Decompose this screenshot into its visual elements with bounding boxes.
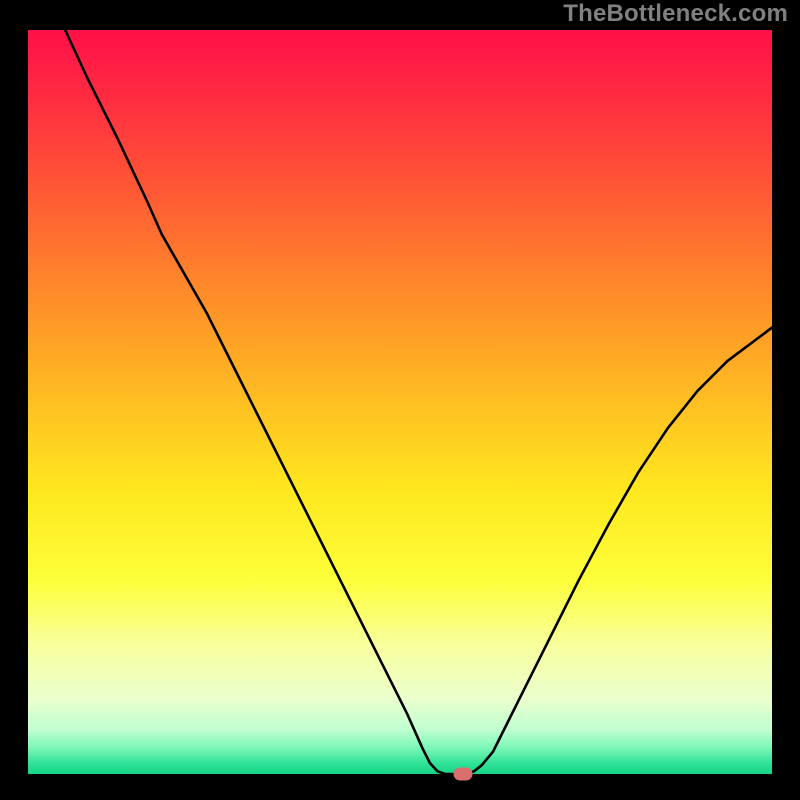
optimal-point-marker bbox=[454, 768, 473, 781]
plot-area bbox=[28, 30, 772, 774]
watermark-text: TheBottleneck.com bbox=[563, 0, 788, 28]
bottleneck-curve bbox=[28, 30, 772, 774]
chart-stage: TheBottleneck.com bbox=[0, 0, 800, 800]
